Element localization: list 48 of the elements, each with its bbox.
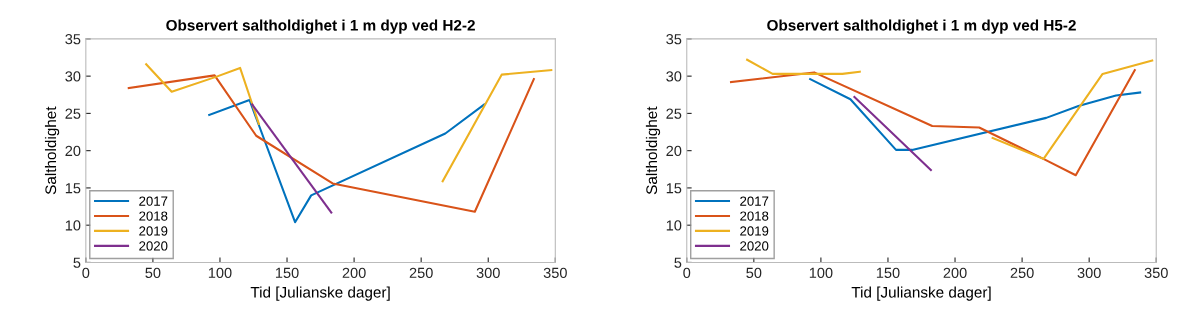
y-tick-label: 30 (666, 71, 682, 82)
y-tick-label: 25 (65, 108, 81, 119)
y-axis-title: Saltholdighet (645, 106, 661, 195)
y-tick-label: 5 (674, 257, 682, 268)
x-tick-label: 200 (943, 267, 967, 279)
y-tick-label: 35 (666, 33, 682, 45)
legend-label: 2017 (740, 196, 769, 206)
x-tick-label: 300 (476, 267, 500, 279)
line-series (729, 69, 1136, 177)
y-tick-label: 25 (666, 108, 682, 119)
legend-label: 2017 (139, 196, 168, 206)
x-axis-title: Tid [Julianske dager] (851, 286, 991, 301)
x-tick-label: 100 (809, 267, 833, 279)
y-tick-label: 20 (65, 145, 81, 157)
x-tick-label: 50 (145, 267, 161, 279)
legend-label: 2018 (740, 211, 769, 221)
x-tick-label: 350 (543, 267, 567, 279)
legend-label: 2019 (740, 226, 769, 236)
x-tick-label: 0 (82, 267, 90, 279)
line-series (809, 78, 1142, 151)
y-tick-label: 15 (666, 183, 682, 194)
x-tick-label: 300 (1077, 267, 1101, 279)
y-tick-label: 30 (65, 71, 81, 82)
y-tick-label: 20 (666, 145, 682, 157)
y-axis-title: Saltholdighet (44, 106, 60, 195)
legend-label: 2018 (139, 211, 168, 221)
chart-title: Observert saltholdighet i 1 m dyp ved H2-2 (166, 19, 475, 34)
line-series (127, 74, 535, 213)
x-tick-label: 50 (746, 267, 762, 279)
x-tick-label: 250 (409, 267, 433, 279)
line-series (208, 98, 486, 224)
y-tick-label: 35 (65, 33, 81, 45)
chart-title: Observert saltholdighet i 1 m dyp ved H5-2 (767, 19, 1076, 34)
x-tick-label: 100 (208, 267, 232, 279)
x-tick-label: 150 (275, 267, 299, 279)
legend-label: 2020 (139, 241, 168, 251)
y-tick-label: 15 (65, 183, 81, 194)
x-tick-label: 200 (342, 267, 366, 279)
x-tick-label: 0 (683, 267, 691, 279)
x-axis-title: Tid [Julianske dager] (250, 286, 390, 301)
legend-label: 2020 (740, 241, 769, 251)
y-tick-label: 10 (666, 220, 682, 231)
x-tick-label: 150 (876, 267, 900, 279)
y-tick-label: 5 (73, 257, 81, 268)
y-tick-label: 10 (65, 220, 81, 231)
legend-label: 2019 (139, 226, 168, 236)
x-tick-label: 350 (1144, 267, 1168, 279)
x-tick-label: 250 (1010, 267, 1034, 279)
